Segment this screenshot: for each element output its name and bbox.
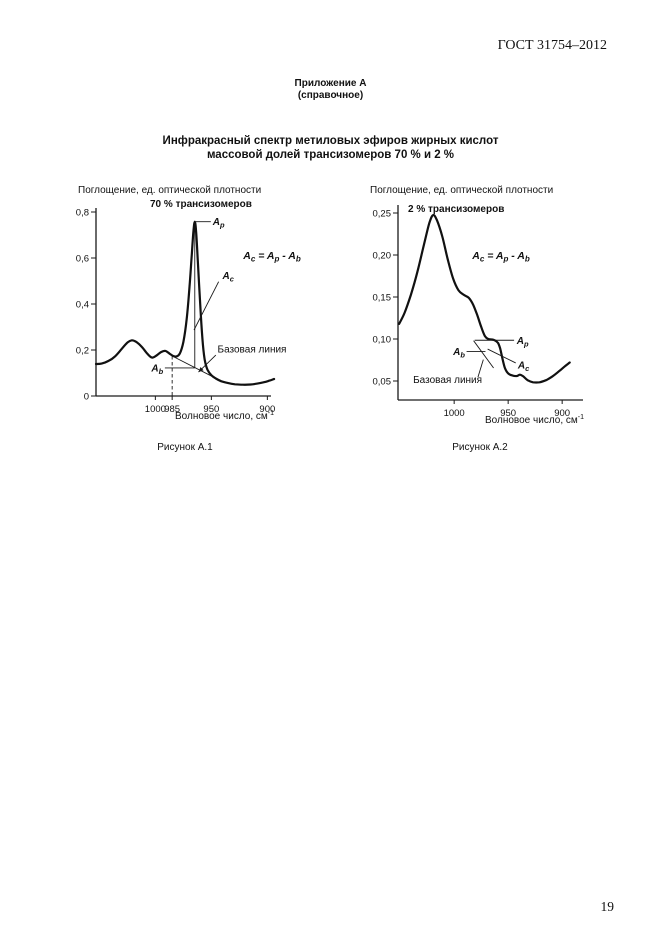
appendix-block: Приложение А (справочное) [0, 78, 661, 102]
x-tick-label: 985 [164, 404, 180, 415]
figure-caption: Рисунок А.2 [452, 442, 508, 453]
appendix-subtitle: (справочное) [297, 90, 364, 101]
y-tick-label: 0,6 [76, 254, 89, 265]
document-header: ГОСТ 31754–2012 [497, 38, 607, 53]
y-axis-title: Поглощение, ед. оптической плотности [370, 185, 553, 196]
x-tick-label: 900 [554, 408, 570, 419]
ap-label: Ap [212, 217, 225, 230]
ap-label: Ap [516, 336, 529, 349]
x-axis-title: Волновое число, см-1 [175, 410, 274, 422]
y-tick-label: 0 [84, 392, 89, 403]
y-axis-title: Поглощение, ед. оптической плотности [78, 185, 261, 196]
appendix-title: Приложение А [294, 78, 367, 89]
ab-label: Ab [452, 347, 465, 360]
formula-label: Ac = Ap - Ab [242, 250, 301, 264]
y-tick-label: 0,8 [76, 208, 89, 219]
figure-title-line2: массовой долей трансизомеров 70 % и 2 % [206, 149, 455, 161]
x-tick-label: 950 [203, 404, 219, 415]
y-tick-label: 0,4 [76, 300, 89, 311]
baseline-text-label: Базовая линия [218, 344, 287, 355]
baseline-leader-line [477, 359, 484, 378]
ac-label: Ac [517, 361, 530, 374]
baseline-text-label: Базовая линия [413, 375, 482, 386]
baseline-line [473, 340, 494, 369]
figure-a1-spectrum-chart: Поглощение, ед. оптической плотности 0 0,2… [76, 185, 301, 453]
x-tick-label: 1000 [145, 404, 166, 415]
ab-label: Ab [150, 363, 163, 376]
figure-title-line1: Инфракрасный спектр метиловых эфиров жир… [162, 135, 499, 147]
x-tick-label: 950 [500, 408, 516, 419]
y-tick-label: 0,25 [373, 209, 392, 220]
x-axis-title: Волновое число, см-1 [485, 414, 584, 426]
series-label: 2 % трансизомеров [408, 204, 504, 215]
figure-title-block: Инфракрасный спектр метиловых эфиров жир… [0, 134, 661, 162]
spectrum-curve [398, 213, 571, 384]
ac-pointer-line [487, 348, 516, 364]
baseline-arrowhead [198, 367, 204, 373]
series-label: 70 % трансизомеров [150, 199, 252, 210]
spectrum-curve [94, 220, 276, 386]
x-tick-label: 900 [259, 404, 275, 415]
ac-pointer-line [193, 281, 220, 331]
y-tick-label: 0,15 [373, 293, 392, 304]
page-number: 19 [600, 899, 615, 914]
formula-label: Ac = Ap - Ab [471, 250, 530, 264]
y-tick-label: 0,05 [373, 377, 392, 388]
ac-label: Ac [222, 271, 235, 284]
y-tick-label: 0,20 [373, 251, 392, 262]
x-tick-label: 1000 [444, 408, 465, 419]
figure-caption: Рисунок А.1 [157, 442, 213, 453]
y-tick-label: 0,10 [373, 335, 392, 346]
figure-a2-spectrum-chart: Поглощение, ед. оптической плотности 0,05… [370, 185, 584, 453]
y-tick-label: 0,2 [76, 346, 89, 357]
